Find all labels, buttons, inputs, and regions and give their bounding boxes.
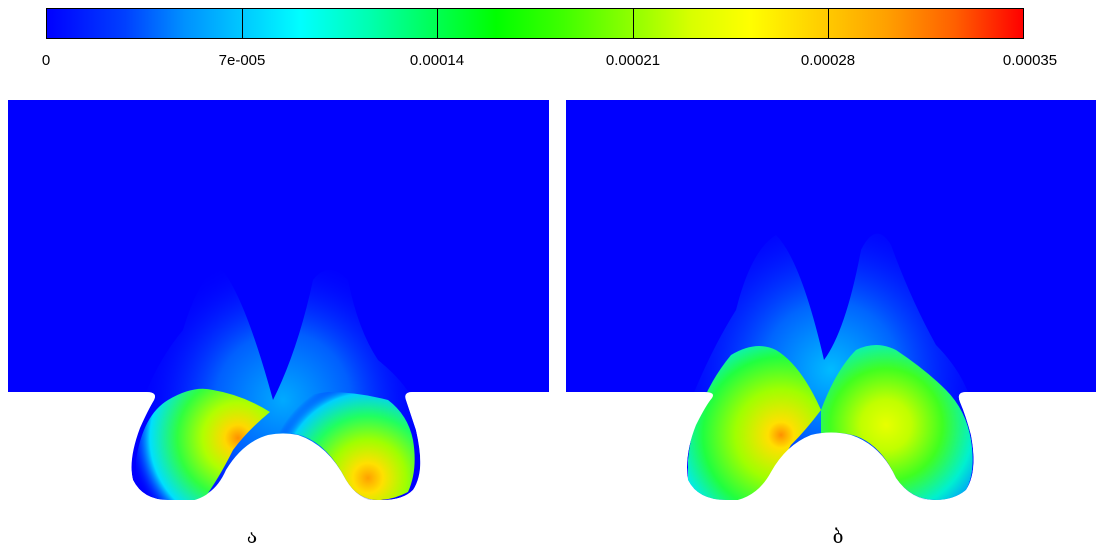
colorbar-tick-label: 0.00021	[605, 52, 661, 69]
colorbar-tick-label: 0.00028	[800, 52, 856, 69]
colorbar-tick-label: 0.00014	[409, 52, 465, 69]
panel-label-b: ბ	[832, 526, 844, 548]
colorbar-divider	[828, 9, 829, 38]
colorbar-tick-label: 0	[41, 52, 51, 69]
contour-panel-a	[8, 100, 549, 502]
colorbar-divider	[242, 9, 243, 38]
colorbar-tick-label: 0.00035	[1002, 52, 1058, 69]
colorbar-gradient	[46, 8, 1024, 39]
contour-panel-b	[566, 100, 1096, 502]
colorbar-divider	[633, 9, 634, 38]
colorbar	[46, 8, 1024, 39]
panel-label-a: ა	[246, 526, 258, 548]
colorbar-divider	[437, 9, 438, 38]
colorbar-tick-label: 7e-005	[218, 52, 266, 69]
